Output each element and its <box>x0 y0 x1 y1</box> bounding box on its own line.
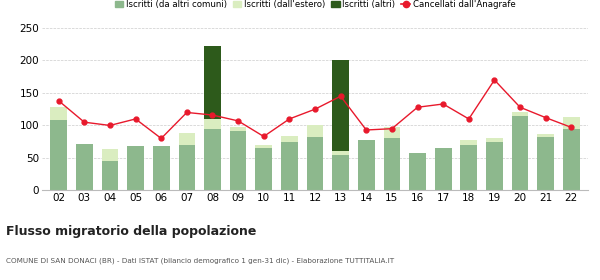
Legend: Iscritti (da altri comuni), Iscritti (dall'estero), Iscritti (altri), Cancellati: Iscritti (da altri comuni), Iscritti (da… <box>111 0 519 13</box>
Bar <box>256 148 272 190</box>
Bar <box>179 145 195 190</box>
Bar <box>512 116 529 190</box>
Bar <box>50 120 67 190</box>
Bar <box>358 140 374 190</box>
Bar <box>230 127 247 131</box>
Bar <box>409 153 426 190</box>
Bar <box>204 119 221 129</box>
Bar <box>332 151 349 155</box>
Bar <box>281 136 298 142</box>
Bar <box>538 137 554 190</box>
Bar <box>256 145 272 148</box>
Bar <box>460 145 477 190</box>
Bar <box>76 144 92 190</box>
Bar <box>179 133 195 145</box>
Bar <box>204 46 221 119</box>
Bar <box>101 161 118 190</box>
Bar <box>383 127 400 138</box>
Bar <box>460 140 477 145</box>
Bar <box>307 125 323 137</box>
Bar <box>332 60 349 151</box>
Bar <box>435 148 452 190</box>
Bar <box>101 150 118 161</box>
Bar <box>204 129 221 190</box>
Bar <box>563 129 580 190</box>
Bar <box>563 117 580 129</box>
Bar <box>538 134 554 137</box>
Bar <box>332 155 349 190</box>
Bar <box>127 146 144 190</box>
Bar <box>153 146 170 190</box>
Bar <box>486 138 503 142</box>
Bar <box>512 113 529 116</box>
Bar <box>230 131 247 190</box>
Bar <box>50 107 67 120</box>
Bar <box>486 142 503 190</box>
Text: Flusso migratorio della popolazione: Flusso migratorio della popolazione <box>6 225 256 238</box>
Bar <box>383 138 400 190</box>
Text: COMUNE DI SAN DONACI (BR) - Dati ISTAT (bilancio demografico 1 gen-31 dic) - Ela: COMUNE DI SAN DONACI (BR) - Dati ISTAT (… <box>6 258 394 264</box>
Bar <box>307 137 323 190</box>
Bar <box>281 142 298 190</box>
